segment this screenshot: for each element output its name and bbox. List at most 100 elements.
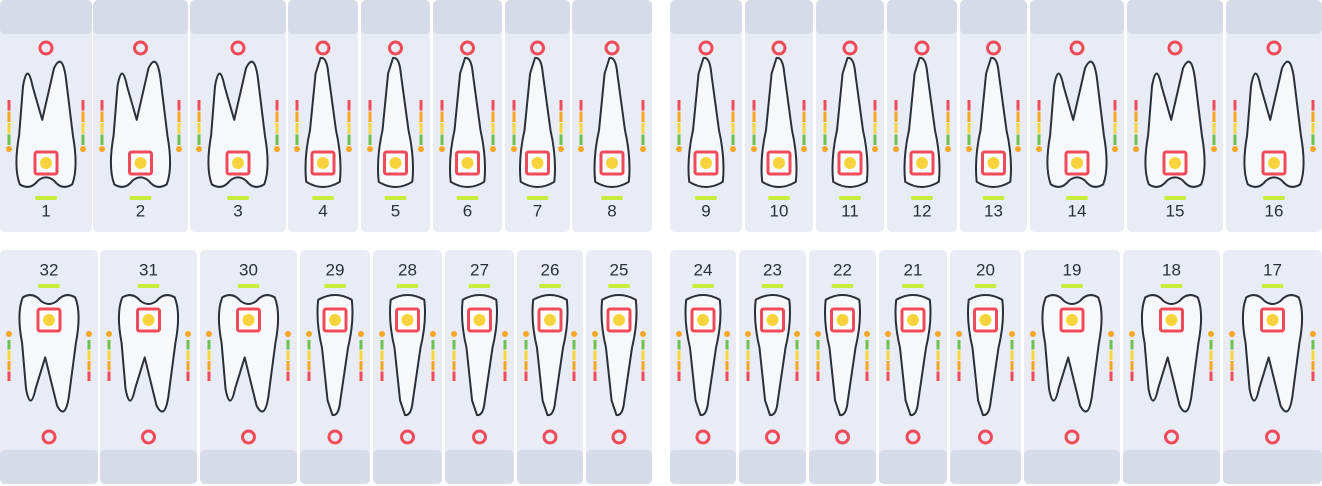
tooth-number: 11 bbox=[841, 201, 859, 220]
status-ring[interactable] bbox=[1265, 429, 1280, 445]
tooth-outline[interactable] bbox=[1144, 60, 1206, 188]
tooth-outline[interactable] bbox=[207, 60, 269, 188]
tooth-outline[interactable] bbox=[1140, 294, 1203, 413]
gauge-segment bbox=[1209, 340, 1213, 350]
gauge-dot bbox=[1310, 331, 1316, 337]
gauge-segment bbox=[936, 350, 940, 360]
gauge-segment bbox=[512, 123, 516, 134]
gauge-segment bbox=[1010, 340, 1014, 350]
status-ring[interactable] bbox=[771, 40, 787, 56]
gauge-segment bbox=[641, 340, 645, 350]
green-bar bbox=[35, 196, 57, 200]
gauge-dot bbox=[511, 146, 517, 152]
status-ring[interactable] bbox=[986, 40, 1001, 56]
status-ring[interactable] bbox=[604, 40, 620, 56]
status-ring[interactable] bbox=[460, 40, 475, 56]
status-ring[interactable] bbox=[388, 40, 403, 56]
gauge-segment bbox=[677, 134, 681, 145]
gauge-segment bbox=[177, 100, 181, 111]
gauge-segment bbox=[452, 350, 456, 360]
gauge-segment bbox=[873, 134, 877, 145]
status-ring[interactable] bbox=[230, 40, 246, 56]
gauge-dot bbox=[724, 331, 730, 337]
status-ring[interactable] bbox=[41, 429, 57, 445]
status-ring[interactable] bbox=[842, 40, 858, 56]
tooth-outline[interactable] bbox=[217, 294, 280, 413]
gauge-dot bbox=[945, 146, 951, 152]
gauge-segment bbox=[275, 134, 279, 145]
green-bar bbox=[974, 284, 997, 288]
cell-band bbox=[1226, 0, 1322, 34]
tooth-outline[interactable] bbox=[1041, 294, 1103, 413]
status-ring[interactable] bbox=[905, 429, 921, 445]
tooth-outline[interactable] bbox=[117, 294, 180, 413]
status-ring[interactable] bbox=[835, 429, 850, 445]
marker-dot bbox=[697, 314, 709, 326]
gauge-segment bbox=[81, 100, 85, 111]
status-ring[interactable] bbox=[1069, 40, 1085, 56]
gauge-dot bbox=[206, 331, 212, 337]
status-ring[interactable] bbox=[698, 40, 714, 56]
gauge-dot bbox=[6, 331, 12, 337]
green-bar bbox=[692, 284, 714, 288]
gauge-segment bbox=[802, 111, 806, 122]
status-ring[interactable] bbox=[695, 429, 711, 445]
gauge-segment bbox=[816, 371, 820, 381]
tooth-outline[interactable] bbox=[1046, 60, 1108, 188]
status-ring[interactable] bbox=[327, 429, 343, 445]
status-ring[interactable] bbox=[530, 40, 545, 56]
gauge-segment bbox=[946, 100, 950, 111]
gauge-dot bbox=[1036, 146, 1042, 152]
status-ring[interactable] bbox=[1164, 429, 1179, 445]
gauge-segment bbox=[1233, 100, 1237, 111]
green-bar bbox=[831, 284, 854, 288]
gauge-segment bbox=[7, 100, 11, 111]
status-ring[interactable] bbox=[1167, 40, 1183, 56]
status-ring[interactable] bbox=[611, 429, 627, 445]
marker-dot bbox=[142, 314, 155, 326]
gauge-segment bbox=[1037, 134, 1041, 145]
status-ring[interactable] bbox=[978, 429, 993, 445]
tooth-outline[interactable] bbox=[15, 60, 77, 188]
status-ring[interactable] bbox=[241, 429, 256, 445]
status-ring[interactable] bbox=[400, 429, 415, 445]
status-ring[interactable] bbox=[1266, 40, 1282, 56]
status-ring[interactable] bbox=[141, 429, 156, 445]
gauge-segment bbox=[7, 123, 11, 134]
cell-band bbox=[300, 450, 370, 484]
gauge-segment bbox=[1130, 371, 1134, 381]
tooth-number: 18 bbox=[1162, 260, 1181, 279]
gauge-segment bbox=[1031, 350, 1035, 360]
gauge-segment bbox=[1311, 134, 1315, 145]
gauge-segment bbox=[823, 134, 827, 145]
status-ring[interactable] bbox=[542, 429, 558, 445]
gauge-segment bbox=[7, 361, 11, 371]
gauge-dot bbox=[367, 146, 373, 152]
gauge-segment bbox=[894, 111, 898, 122]
tooth-outline[interactable] bbox=[109, 60, 172, 188]
status-ring[interactable] bbox=[315, 40, 331, 56]
gauge-segment bbox=[1134, 134, 1138, 145]
tooth-outline[interactable] bbox=[1241, 294, 1304, 413]
cell-band bbox=[0, 0, 92, 34]
marker-dot bbox=[606, 157, 618, 169]
status-ring[interactable] bbox=[1064, 429, 1080, 445]
gauge-segment bbox=[746, 350, 750, 360]
gauge-segment bbox=[307, 340, 311, 350]
gauge-segment bbox=[1113, 123, 1117, 134]
tooth-outline[interactable] bbox=[1243, 60, 1305, 188]
status-ring[interactable] bbox=[472, 429, 487, 445]
gauge-segment bbox=[87, 350, 91, 360]
status-ring[interactable] bbox=[914, 40, 930, 56]
status-ring[interactable] bbox=[38, 40, 54, 56]
gauge-segment bbox=[347, 134, 351, 145]
tooth-outline[interactable] bbox=[18, 294, 80, 413]
gauge-segment bbox=[641, 100, 645, 111]
gauge-segment bbox=[1233, 111, 1237, 122]
gauge-segment bbox=[107, 350, 111, 360]
status-ring[interactable] bbox=[765, 429, 780, 445]
tooth-number: 2 bbox=[136, 201, 145, 220]
gauge-segment bbox=[307, 371, 311, 381]
tooth-number: 25 bbox=[610, 260, 629, 279]
status-ring[interactable] bbox=[133, 40, 148, 56]
